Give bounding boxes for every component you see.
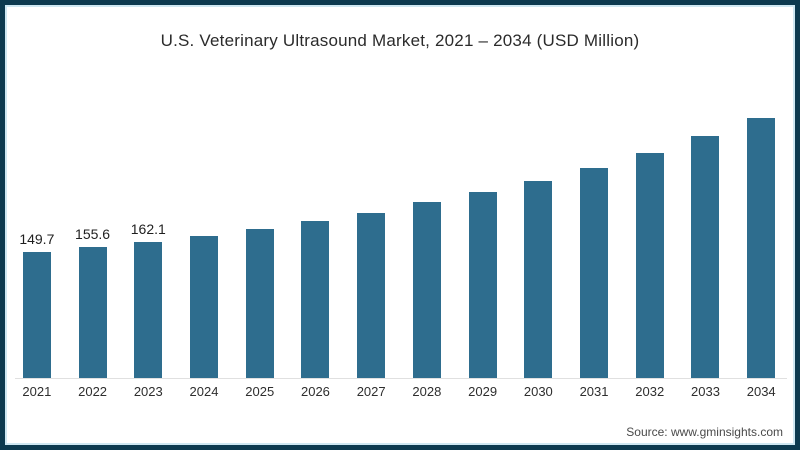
x-axis-label: 2032: [635, 384, 665, 399]
bar-column: 2025: [232, 90, 288, 402]
bar: [691, 136, 720, 378]
x-axis-label: 2027: [356, 384, 386, 399]
bar: [524, 181, 553, 378]
bar-value-label: 155.6: [75, 226, 111, 242]
bar: [468, 192, 497, 378]
x-axis-label: 2023: [133, 384, 163, 399]
bar: [245, 229, 274, 378]
bar: [747, 118, 776, 378]
bar-column: 155.6 2022: [65, 90, 121, 402]
x-axis-label: 2030: [523, 384, 553, 399]
bar-chart-plot: 149.7 2021 155.6 2022 162.1 2023 2024 2025 2026 2…: [9, 90, 789, 402]
bar-column: 2026: [288, 90, 344, 402]
bar-value-label: 149.7: [19, 231, 55, 247]
bar-column: 2028: [399, 90, 455, 402]
bar-value-label: 162.1: [130, 221, 166, 237]
x-axis-label: 2026: [300, 384, 330, 399]
bar-column: 2032: [622, 90, 678, 402]
bar: [78, 247, 107, 378]
bar-column: 2029: [455, 90, 511, 402]
bar: [357, 213, 386, 378]
bar-column: 2031: [566, 90, 622, 402]
x-axis-label: 2031: [579, 384, 609, 399]
bar: [190, 236, 219, 378]
bar: [635, 153, 664, 378]
x-axis-label: 2033: [691, 384, 720, 399]
x-axis-label: 2028: [412, 384, 442, 399]
x-axis-label: 2029: [468, 384, 498, 399]
bar: [412, 202, 441, 378]
source-credit: Source: www.gminsights.com: [626, 425, 783, 439]
x-axis-label: 2025: [245, 384, 275, 399]
bar: [22, 252, 51, 378]
bar-column: 2030: [510, 90, 566, 402]
bar: [134, 242, 163, 378]
bar-column: 2027: [343, 90, 399, 402]
bar: [301, 221, 330, 378]
bar-column: 2033: [678, 90, 734, 402]
x-axis-label: 2021: [22, 384, 52, 399]
bar: [580, 168, 609, 378]
x-axis-label: 2022: [78, 384, 108, 399]
bar-column: 2034: [733, 90, 789, 402]
bar-column: 149.7 2021: [9, 90, 65, 402]
x-axis-label: 2024: [189, 384, 219, 399]
chart-title: U.S. Veterinary Ultrasound Market, 2021 …: [160, 31, 640, 50]
x-axis-line: [15, 378, 787, 379]
x-axis-label: 2034: [746, 384, 776, 399]
bar-column: 162.1 2023: [120, 90, 176, 402]
bar-column: 2024: [176, 90, 232, 402]
